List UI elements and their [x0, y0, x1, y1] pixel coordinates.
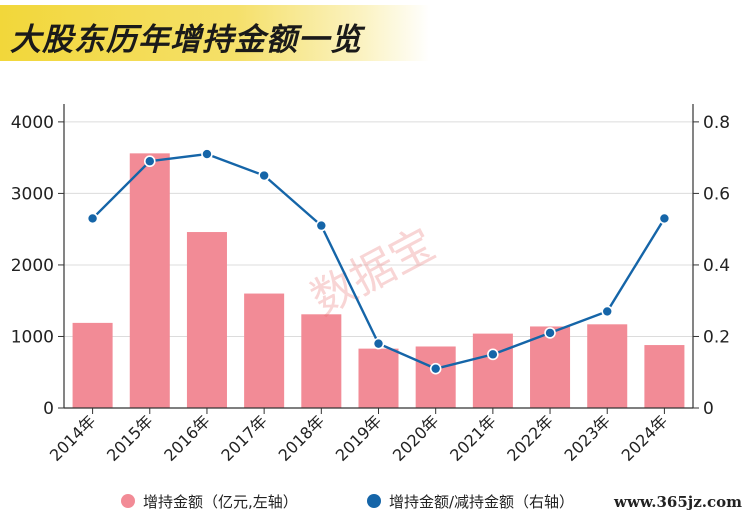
bar: [644, 345, 685, 408]
y-right-tick-label: 0.8: [703, 113, 730, 133]
y-axis-right-ticks: 0 0.2 0.4 0.6 0.8: [693, 113, 730, 419]
legend: 增持金额（亿元,左轴） 增持金额/减持金额（右轴）: [121, 493, 574, 511]
y-axis-left-ticks: 0 1000 2000 3000 4000: [11, 113, 64, 419]
line-point: [143, 155, 156, 168]
line-point: [86, 212, 99, 225]
bar: [129, 153, 170, 408]
legend-swatch-line: [367, 494, 381, 508]
legend-label-bar: 增持金额（亿元,左轴）: [143, 493, 298, 511]
x-tick-label: 2023年: [561, 411, 615, 465]
line-point: [544, 327, 556, 339]
line-point: [487, 348, 499, 361]
y-left-tick-label: 0: [43, 399, 54, 419]
legend-label-line: 增持金额/减持金额（右轴）: [389, 493, 574, 511]
x-tick-label: 2016年: [160, 411, 214, 465]
watermark-stamp: 数据宝: [303, 219, 443, 326]
line-point: [601, 305, 614, 318]
line-point: [258, 169, 270, 182]
x-tick-label: 2018年: [275, 411, 329, 465]
x-tick-label: 2015年: [103, 411, 157, 465]
y-left-tick-label: 3000: [11, 184, 54, 204]
bar: [530, 326, 571, 408]
chart-title: 大股东历年增持金额一览: [10, 22, 362, 58]
x-tick-label: 2024年: [618, 411, 672, 465]
bar: [244, 293, 285, 408]
bar: [301, 314, 342, 408]
line-point: [201, 148, 213, 160]
line-point: [315, 219, 328, 232]
x-tick-label: 2022年: [503, 411, 557, 465]
x-axis-ticks: 2014年 2015年 2016年 2017年 2018年 2019年 2020年 2021年…: [46, 408, 671, 465]
line-point: [658, 212, 671, 225]
bar: [186, 232, 227, 408]
y-left-tick-label: 4000: [11, 113, 54, 133]
bar: [358, 348, 399, 408]
watermark-site: www.365jz.com: [613, 493, 742, 511]
y-left-tick-label: 2000: [11, 256, 54, 276]
y-right-tick-label: 0: [703, 399, 714, 419]
bar: [415, 346, 456, 408]
y-right-tick-label: 0.2: [703, 327, 730, 347]
line-series: [86, 148, 671, 375]
x-tick-label: 2014年: [46, 411, 100, 465]
bar: [72, 322, 113, 408]
y-left-tick-label: 1000: [11, 327, 54, 347]
y-right-tick-label: 0.6: [703, 184, 730, 204]
y-right-tick-label: 0.4: [703, 256, 730, 276]
line-point: [372, 337, 385, 350]
x-tick-label: 2020年: [389, 411, 443, 465]
legend-swatch-bar: [121, 494, 135, 508]
x-tick-label: 2019年: [332, 411, 386, 465]
x-tick-label: 2017年: [217, 411, 271, 465]
bar-series: [72, 153, 685, 408]
line-point: [429, 362, 442, 375]
bar: [587, 324, 628, 408]
title-band: [0, 5, 430, 61]
bar: [472, 333, 513, 408]
x-tick-label: 2021年: [446, 411, 500, 465]
